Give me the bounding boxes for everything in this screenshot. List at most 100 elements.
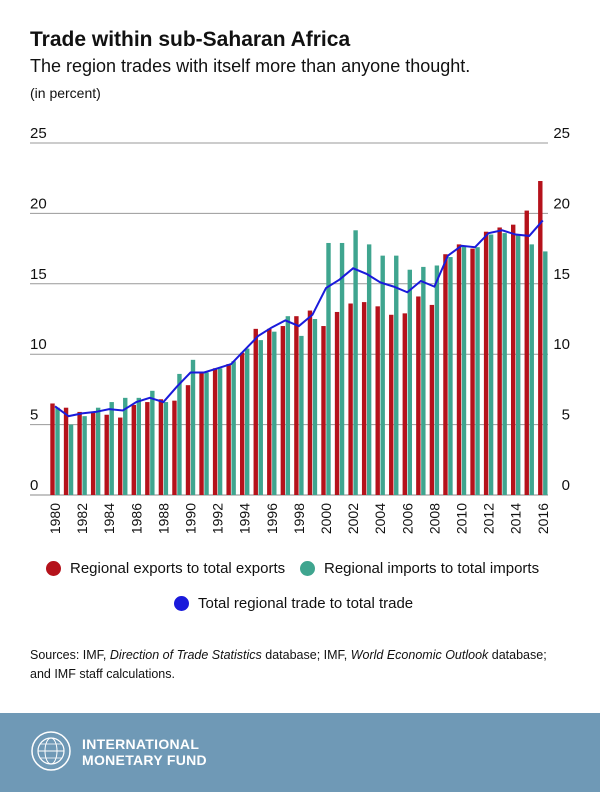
bar-imports <box>461 245 467 495</box>
y-tick-label-left: 10 <box>30 336 47 353</box>
y-tick-label-right: 5 <box>562 407 570 424</box>
bar-imports <box>488 234 494 495</box>
bar-exports <box>429 304 435 495</box>
source-prefix: Sources: IMF, <box>30 648 110 662</box>
legend-total: Total regional trade to total trade <box>174 595 413 612</box>
legend-imports-label: Regional imports to total imports <box>324 560 540 577</box>
imf-name: INTERNATIONAL MONETARY FUND <box>82 736 207 768</box>
source-dots: Direction of Trade Statistics <box>109 648 262 662</box>
bar-imports <box>448 257 453 495</box>
y-tick-label-left: 20 <box>30 195 47 212</box>
chart-subtitle: The region trades with itself more than … <box>30 56 471 76</box>
bar-exports <box>77 411 82 495</box>
bar-imports <box>163 402 169 495</box>
bar-imports <box>190 359 196 495</box>
bar-imports <box>421 266 426 495</box>
imf-name-line1: INTERNATIONAL <box>82 736 200 752</box>
bar-exports <box>470 248 475 495</box>
y-tick-label-left: 5 <box>30 407 38 424</box>
bar-exports <box>497 227 502 495</box>
legend-total-label: Total regional trade to total trade <box>198 595 414 612</box>
bar-exports <box>307 310 313 495</box>
bar-exports <box>321 326 326 495</box>
bar-exports <box>212 368 218 495</box>
bar-exports <box>389 314 394 495</box>
y-tick-label-right: 10 <box>553 336 570 353</box>
bar-exports <box>240 352 245 495</box>
bar-imports <box>326 242 331 495</box>
bar-imports <box>272 331 277 495</box>
bar-imports <box>245 348 250 495</box>
bar-imports <box>475 247 480 495</box>
y-tick-label-right: 15 <box>553 266 570 283</box>
chart-title: Trade within sub-Saharan Africa <box>30 28 351 51</box>
bar-imports <box>82 416 87 495</box>
bar-imports <box>366 244 372 495</box>
bar-imports <box>258 340 263 495</box>
source-note: Sources: IMF, Direction of Trade Statist… <box>30 646 570 684</box>
bar-exports <box>443 254 448 495</box>
bar-exports <box>483 231 489 495</box>
source-weo: World Economic Outlook <box>350 648 489 662</box>
y-tick-label-left: 25 <box>30 125 47 142</box>
y-tick-label-right: 20 <box>553 195 570 212</box>
x-tick-label: 2010 <box>454 503 470 534</box>
bar-imports <box>516 234 521 495</box>
bar-imports <box>339 242 345 495</box>
bar-exports <box>416 296 421 495</box>
x-tick-label: 2000 <box>318 503 334 534</box>
bar-imports <box>394 255 399 495</box>
bar-imports <box>529 244 534 495</box>
bar-exports <box>63 407 69 495</box>
bar-exports <box>267 328 272 495</box>
bar-imports <box>299 335 304 495</box>
bar-exports <box>104 414 109 495</box>
bar-exports <box>226 364 231 495</box>
imf-seal-icon <box>31 731 71 771</box>
legend-exports-swatch <box>46 561 61 576</box>
x-tick-label: 2006 <box>399 503 415 534</box>
bar-imports <box>543 251 548 495</box>
bar-exports <box>185 385 191 495</box>
y-tick-label-left: 0 <box>30 477 38 494</box>
y-tick-label-right: 0 <box>562 477 570 494</box>
y-tick-label-right: 25 <box>553 125 570 142</box>
bar-exports <box>375 306 380 495</box>
bar-imports <box>95 407 101 495</box>
x-tick-label: 2002 <box>345 503 361 534</box>
bar-exports <box>294 316 299 495</box>
imf-name-line2: MONETARY FUND <box>82 752 207 768</box>
bar-exports <box>402 313 407 495</box>
x-tick-label: 1998 <box>291 503 307 534</box>
footer-band: INTERNATIONAL MONETARY FUND <box>0 713 600 792</box>
bar-exports <box>361 302 367 495</box>
x-tick-label: 2016 <box>535 503 551 534</box>
source-suffix: database; and IMF staff calculations. <box>30 648 547 681</box>
line-total <box>54 219 544 418</box>
x-tick-label: 2014 <box>508 503 524 534</box>
bar-imports <box>407 269 412 495</box>
x-tick-label: 2008 <box>426 503 442 534</box>
x-tick-label: 1996 <box>264 503 280 534</box>
bar-exports <box>524 210 529 496</box>
legend-total-swatch <box>174 596 189 611</box>
bar-exports <box>456 244 462 495</box>
x-tick-label: 1986 <box>128 503 144 534</box>
bar-imports <box>217 368 223 495</box>
x-tick-label: 1992 <box>210 503 226 534</box>
bar-exports <box>172 400 177 495</box>
unit-note: (in percent) <box>30 85 101 101</box>
bar-imports <box>353 230 358 495</box>
bar-exports <box>158 399 164 495</box>
bar-exports <box>131 404 136 495</box>
source-mid: database; IMF, <box>261 648 351 662</box>
bar-imports <box>204 372 209 495</box>
x-tick-label: 1984 <box>101 503 117 534</box>
bar-exports <box>118 417 123 495</box>
x-tick-label: 1988 <box>155 503 171 534</box>
bar-imports <box>285 316 291 495</box>
bar-imports <box>502 233 507 495</box>
bar-imports <box>380 255 385 495</box>
x-tick-label: 1982 <box>74 503 90 534</box>
x-tick-label: 2012 <box>481 503 497 534</box>
